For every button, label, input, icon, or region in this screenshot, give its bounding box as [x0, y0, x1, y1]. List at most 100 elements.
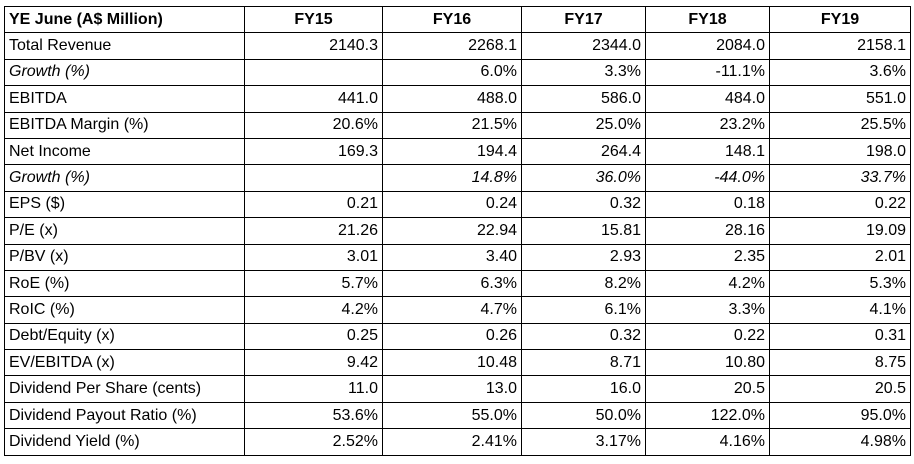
- table-row-ebitda-margin: EBITDA Margin (%) 20.6% 21.5% 25.0% 23.2% 25.…: [4, 111, 911, 139]
- value-cell-fy19: 33.7%: [769, 164, 911, 192]
- row-label: Dividend Yield (%): [4, 428, 245, 456]
- header-row: YE June (A$ Million) FY15 FY16 FY17 FY18…: [4, 5, 911, 34]
- table-row-dividend-per-share-cents: Dividend Per Share (cents) 11.0 13.0 16.0 20…: [4, 375, 911, 403]
- value-cell-fy19: 2158.1: [769, 32, 911, 60]
- table-row-growth: Growth (%) 14.8% 36.0% -44.0% 33.7%: [4, 164, 911, 192]
- value-cell-fy15: [244, 58, 383, 87]
- value-cell-fy17: 6.1%: [521, 296, 646, 324]
- value-cell-fy16: 21.5%: [382, 111, 522, 139]
- value-cell-fy19: 0.31: [769, 322, 911, 351]
- table-row-p-e-x: P/E (x) 21.26 22.94 15.81 28.16 19.09: [4, 217, 911, 245]
- value-cell-fy16: 10.48: [382, 349, 522, 377]
- table-row-debt-equity-x: Debt/Equity (x) 0.25 0.26 0.32 0.22 0.31: [4, 322, 911, 351]
- value-cell-fy15: 0.21: [244, 190, 383, 219]
- value-cell-fy17: 16.0: [521, 375, 646, 403]
- value-cell-fy15: 9.42: [244, 349, 383, 377]
- value-cell-fy16: 13.0: [382, 375, 522, 403]
- value-cell-fy18: 484.0: [645, 85, 770, 113]
- value-cell-fy17: 15.81: [521, 217, 646, 245]
- value-cell-fy15: 53.6%: [244, 401, 383, 430]
- row-label: Dividend Payout Ratio (%): [4, 401, 245, 430]
- header-cell-fy15: FY15: [244, 5, 383, 34]
- value-cell-fy19: 5.3%: [769, 269, 911, 298]
- value-cell-fy19: 19.09: [769, 217, 911, 245]
- table-row-roe: RoE (%) 5.7% 6.3% 8.2% 4.2% 5.3%: [4, 269, 911, 298]
- value-cell-fy18: 4.2%: [645, 269, 770, 298]
- value-cell-fy19: 3.6%: [769, 58, 911, 87]
- row-label: EBITDA: [4, 85, 245, 113]
- value-cell-fy19: 8.75: [769, 349, 911, 377]
- value-cell-fy18: 23.2%: [645, 111, 770, 139]
- value-cell-fy15: 11.0: [244, 375, 383, 403]
- value-cell-fy16: 2.41%: [382, 428, 522, 456]
- value-cell-fy19: 198.0: [769, 137, 911, 166]
- value-cell-fy15: 2.52%: [244, 428, 383, 456]
- value-cell-fy17: 3.17%: [521, 428, 646, 456]
- row-label: Debt/Equity (x): [4, 322, 245, 351]
- value-cell-fy17: 0.32: [521, 190, 646, 219]
- value-cell-fy16: 6.0%: [382, 58, 522, 87]
- value-cell-fy18: 3.3%: [645, 296, 770, 324]
- row-label: EPS ($): [4, 190, 245, 219]
- value-cell-fy16: 22.94: [382, 217, 522, 245]
- value-cell-fy16: 6.3%: [382, 269, 522, 298]
- value-cell-fy16: 3.40: [382, 243, 522, 271]
- value-cell-fy18: 4.16%: [645, 428, 770, 456]
- row-label: Growth (%): [4, 58, 245, 87]
- table-row-p-bv-x: P/BV (x) 3.01 3.40 2.93 2.35 2.01: [4, 243, 911, 271]
- value-cell-fy17: 586.0: [521, 85, 646, 113]
- row-label: P/E (x): [4, 217, 245, 245]
- value-cell-fy16: 194.4: [382, 137, 522, 166]
- value-cell-fy15: 21.26: [244, 217, 383, 245]
- value-cell-fy18: 0.18: [645, 190, 770, 219]
- value-cell-fy17: 8.2%: [521, 269, 646, 298]
- value-cell-fy16: 0.24: [382, 190, 522, 219]
- value-cell-fy19: 4.98%: [769, 428, 911, 456]
- value-cell-fy18: 122.0%: [645, 401, 770, 430]
- value-cell-fy17: 36.0%: [521, 164, 646, 192]
- value-cell-fy16: 488.0: [382, 85, 522, 113]
- value-cell-fy17: 264.4: [521, 137, 646, 166]
- value-cell-fy15: [244, 164, 383, 192]
- value-cell-fy16: 14.8%: [382, 164, 522, 192]
- table-row-roic: RoIC (%) 4.2% 4.7% 6.1% 3.3% 4.1%: [4, 296, 911, 324]
- value-cell-fy18: 20.5: [645, 375, 770, 403]
- value-cell-fy18: 28.16: [645, 217, 770, 245]
- value-cell-fy15: 20.6%: [244, 111, 383, 139]
- value-cell-fy18: -11.1%: [645, 58, 770, 87]
- table-row-dividend-payout-ratio: Dividend Payout Ratio (%) 53.6% 55.0% 50.0%…: [4, 401, 911, 430]
- value-cell-fy15: 4.2%: [244, 296, 383, 324]
- table-row-net-income: Net Income 169.3 194.4 264.4 148.1 198.0: [4, 137, 911, 166]
- row-label: RoE (%): [4, 269, 245, 298]
- header-cell-fy17: FY17: [521, 5, 646, 34]
- financial-summary-table: YE June (A$ Million) FY15 FY16 FY17 FY18…: [4, 5, 911, 456]
- value-cell-fy17: 25.0%: [521, 111, 646, 139]
- value-cell-fy19: 95.0%: [769, 401, 911, 430]
- value-cell-fy17: 8.71: [521, 349, 646, 377]
- value-cell-fy15: 3.01: [244, 243, 383, 271]
- value-cell-fy15: 5.7%: [244, 269, 383, 298]
- value-cell-fy18: 2084.0: [645, 32, 770, 60]
- value-cell-fy15: 169.3: [244, 137, 383, 166]
- table-row-ev-ebitda-x: EV/EBITDA (x) 9.42 10.48 8.71 10.80 8.75: [4, 349, 911, 377]
- header-cell-fy18: FY18: [645, 5, 770, 34]
- value-cell-fy17: 0.32: [521, 322, 646, 351]
- row-label: EV/EBITDA (x): [4, 349, 245, 377]
- value-cell-fy19: 25.5%: [769, 111, 911, 139]
- row-label: RoIC (%): [4, 296, 245, 324]
- table-row-dividend-yield: Dividend Yield (%) 2.52% 2.41% 3.17% 4.16% 4.…: [4, 428, 911, 456]
- row-label: Total Revenue: [4, 32, 245, 60]
- value-cell-fy19: 0.22: [769, 190, 911, 219]
- table-row-total-revenue: Total Revenue 2140.3 2268.1 2344.0 2084.0 215…: [4, 32, 911, 60]
- value-cell-fy16: 4.7%: [382, 296, 522, 324]
- row-label: Dividend Per Share (cents): [4, 375, 245, 403]
- value-cell-fy18: 2.35: [645, 243, 770, 271]
- row-label: Growth (%): [4, 164, 245, 192]
- value-cell-fy18: 0.22: [645, 322, 770, 351]
- value-cell-fy19: 2.01: [769, 243, 911, 271]
- value-cell-fy15: 0.25: [244, 322, 383, 351]
- value-cell-fy16: 0.26: [382, 322, 522, 351]
- value-cell-fy18: -44.0%: [645, 164, 770, 192]
- value-cell-fy19: 20.5: [769, 375, 911, 403]
